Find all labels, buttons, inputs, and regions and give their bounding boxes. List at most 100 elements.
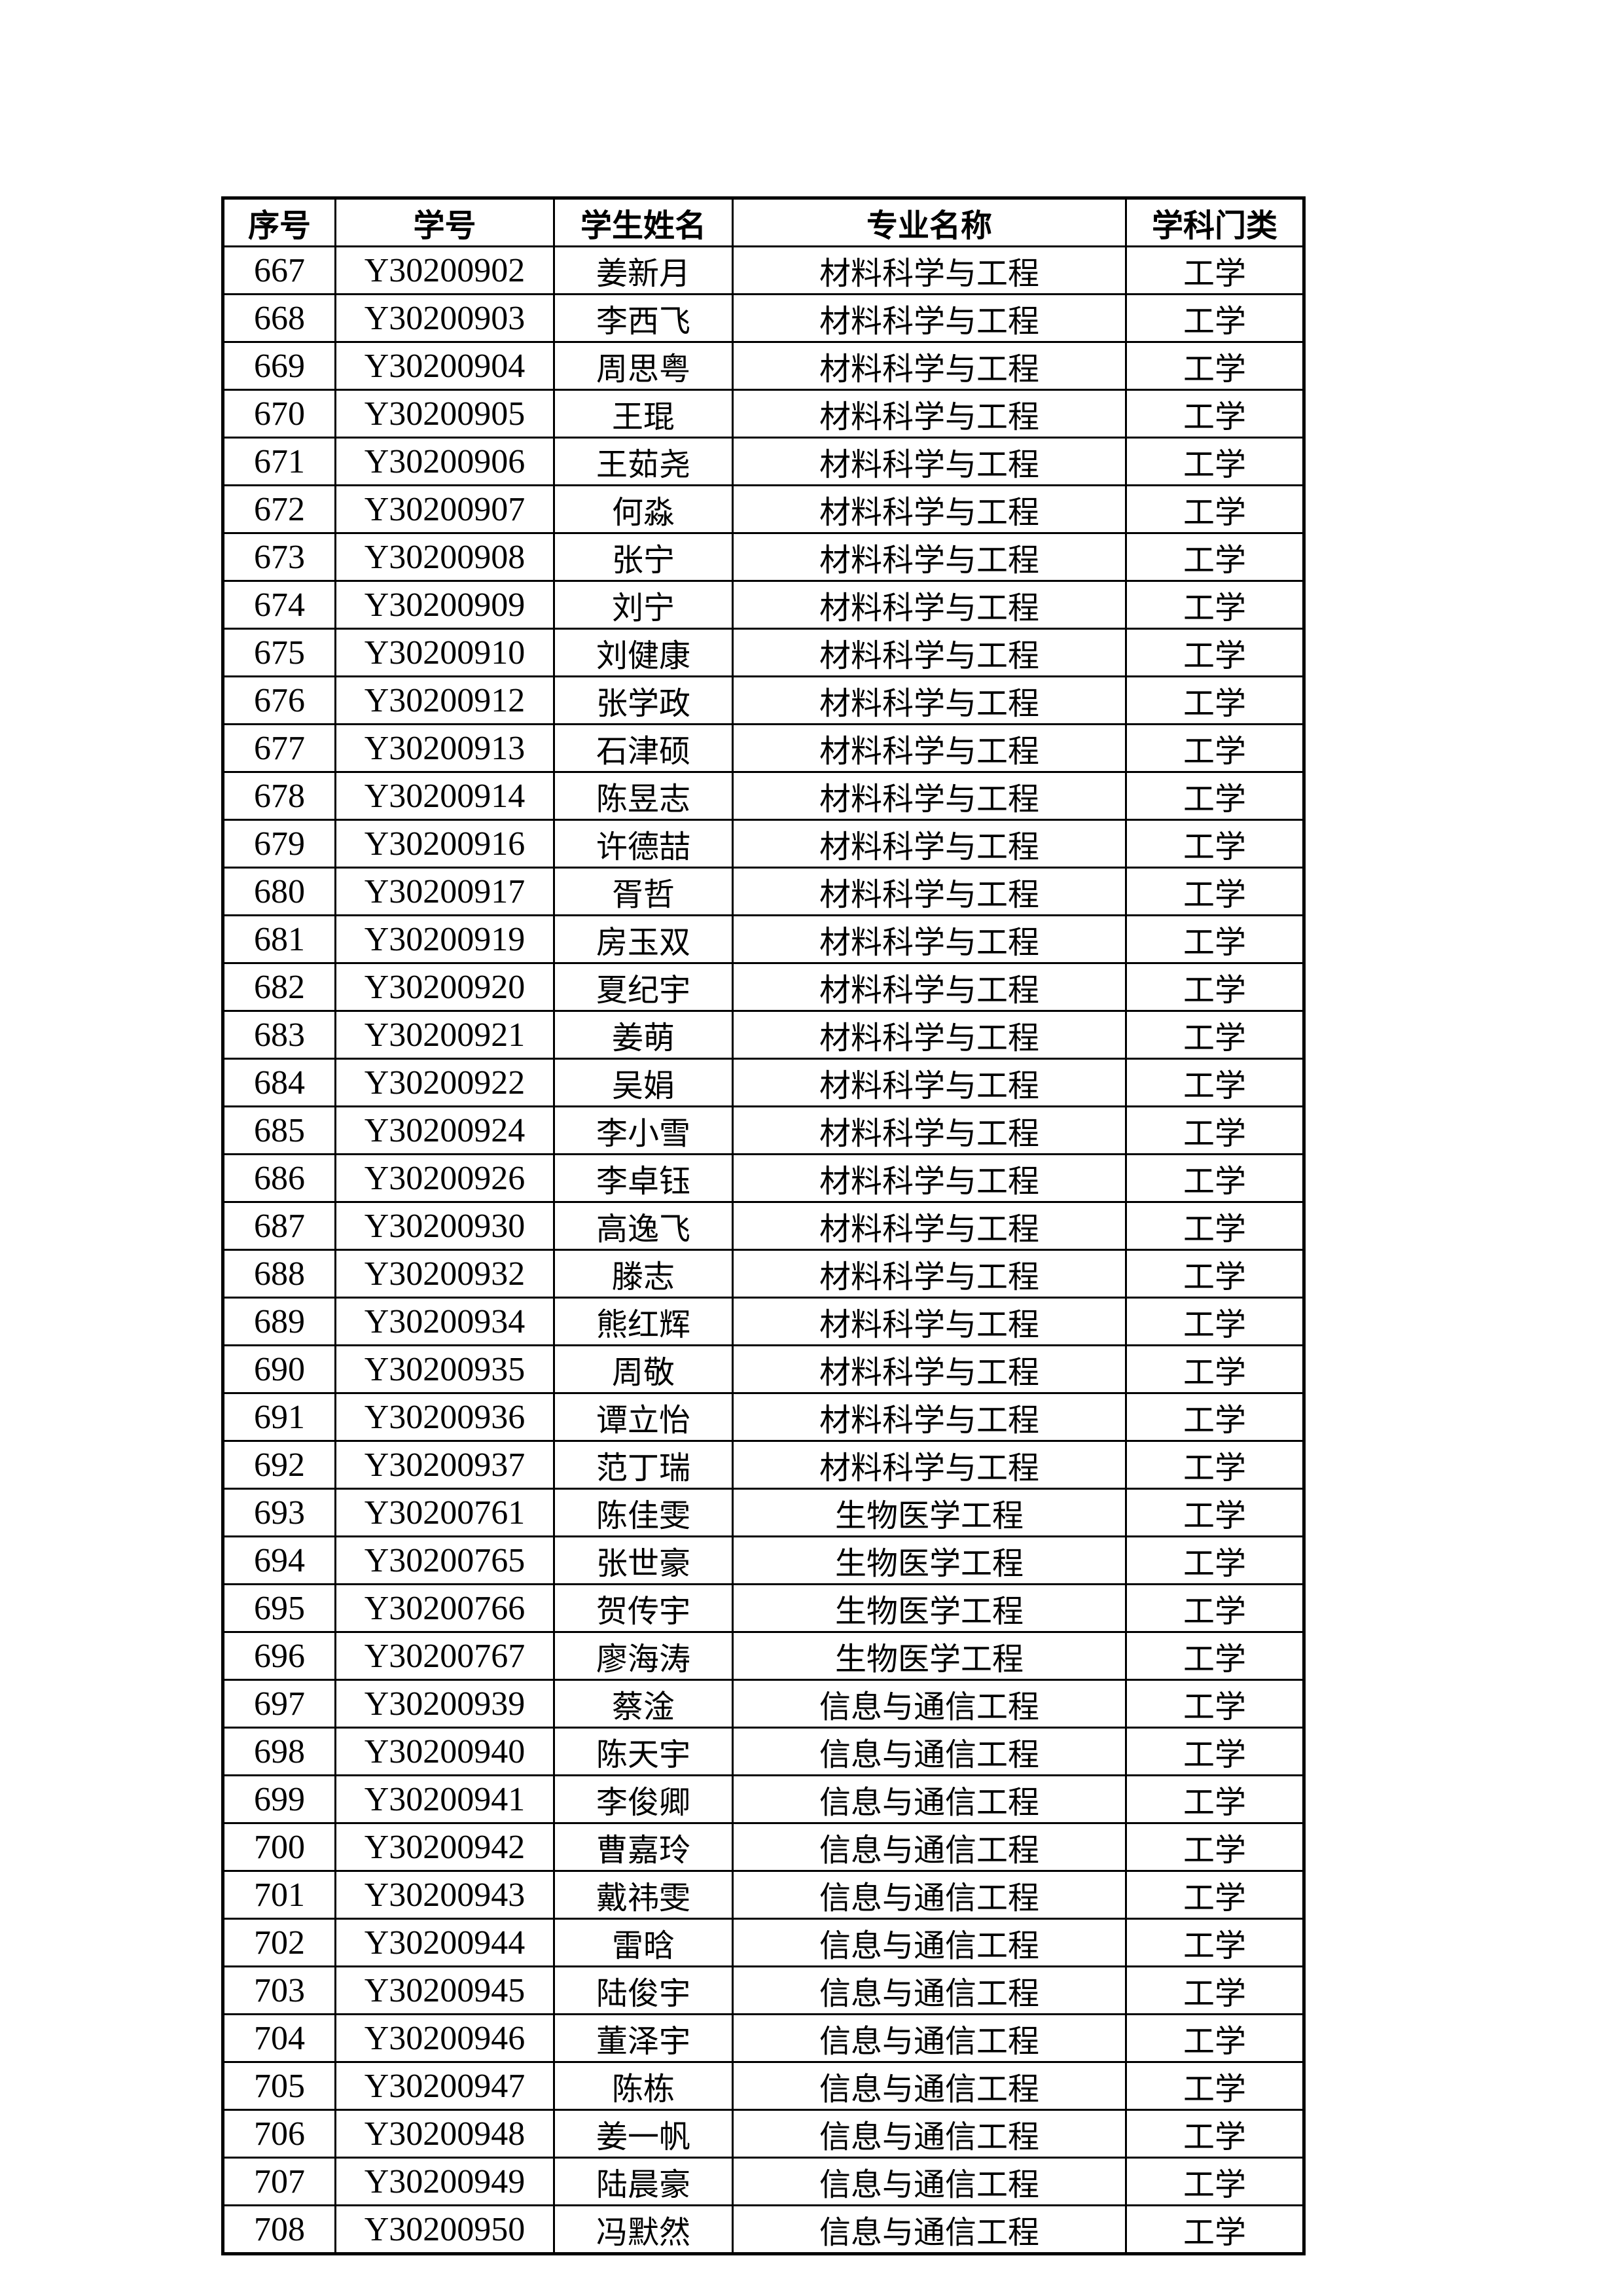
cell-student-name: 李西飞 [553, 293, 734, 343]
table-row: 679 Y30200916 许德喆 材料科学与工程 工学 [222, 819, 1305, 869]
cell-major-name: 材料科学与工程 [732, 580, 1127, 630]
cell-seq: 700 [222, 1822, 336, 1872]
cell-seq: 669 [222, 341, 336, 391]
cell-seq: 688 [222, 1249, 336, 1299]
cell-seq: 667 [222, 245, 336, 295]
cell-discipline-category: 工学 [1125, 2013, 1305, 2063]
table-row: 668 Y30200903 李西飞 材料科学与工程 工学 [222, 293, 1305, 343]
cell-major-name: 信息与通信工程 [732, 2157, 1127, 2206]
cell-student-name: 陈天宇 [553, 1727, 734, 1776]
table-row: 699 Y30200941 李俊卿 信息与通信工程 工学 [222, 1774, 1305, 1824]
cell-student-id: Y30200947 [334, 2061, 555, 2111]
cell-major-name: 材料科学与工程 [732, 819, 1127, 869]
cell-student-name: 范丁瑞 [553, 1440, 734, 1490]
cell-seq: 676 [222, 675, 336, 725]
cell-discipline-category: 工学 [1125, 1440, 1305, 1490]
table-row: 691 Y30200936 谭立怡 材料科学与工程 工学 [222, 1392, 1305, 1442]
cell-student-name: 许德喆 [553, 819, 734, 869]
cell-student-id: Y30200905 [334, 389, 555, 439]
cell-major-name: 信息与通信工程 [732, 1727, 1127, 1776]
cell-student-name: 刘宁 [553, 580, 734, 630]
cell-discipline-category: 工学 [1125, 437, 1305, 486]
cell-major-name: 材料科学与工程 [732, 532, 1127, 582]
cell-student-id: Y30200902 [334, 245, 555, 295]
cell-seq: 707 [222, 2157, 336, 2206]
cell-student-name: 曹嘉玲 [553, 1822, 734, 1872]
cell-seq: 677 [222, 723, 336, 773]
cell-seq: 683 [222, 1010, 336, 1060]
cell-student-name: 张宁 [553, 532, 734, 582]
cell-major-name: 材料科学与工程 [732, 1153, 1127, 1203]
cell-major-name: 信息与通信工程 [732, 2013, 1127, 2063]
cell-student-name: 李俊卿 [553, 1774, 734, 1824]
cell-seq: 699 [222, 1774, 336, 1824]
cell-student-id: Y30200946 [334, 2013, 555, 2063]
table-row: 705 Y30200947 陈栋 信息与通信工程 工学 [222, 2061, 1305, 2111]
table-row: 706 Y30200948 姜一帆 信息与通信工程 工学 [222, 2109, 1305, 2159]
column-header-seq: 序号 [222, 197, 336, 247]
column-header-student-name: 学生姓名 [553, 197, 734, 247]
cell-discipline-category: 工学 [1125, 1631, 1305, 1681]
cell-major-name: 材料科学与工程 [732, 484, 1127, 534]
cell-discipline-category: 工学 [1125, 580, 1305, 630]
cell-student-name: 冯默然 [553, 2204, 734, 2255]
column-header-student-id: 学号 [334, 197, 555, 247]
table-row: 670 Y30200905 王琨 材料科学与工程 工学 [222, 389, 1305, 439]
cell-student-id: Y30200921 [334, 1010, 555, 1060]
cell-student-name: 蔡淦 [553, 1679, 734, 1729]
cell-major-name: 信息与通信工程 [732, 1870, 1127, 1920]
cell-seq: 671 [222, 437, 336, 486]
cell-major-name: 材料科学与工程 [732, 245, 1127, 295]
cell-student-id: Y30200767 [334, 1631, 555, 1681]
cell-student-name: 高逸飞 [553, 1201, 734, 1251]
cell-discipline-category: 工学 [1125, 723, 1305, 773]
cell-student-id: Y30200935 [334, 1344, 555, 1394]
cell-student-name: 陈昱志 [553, 771, 734, 821]
cell-seq: 685 [222, 1105, 336, 1155]
cell-discipline-category: 工学 [1125, 484, 1305, 534]
cell-seq: 691 [222, 1392, 336, 1442]
cell-discipline-category: 工学 [1125, 1918, 1305, 1967]
cell-seq: 698 [222, 1727, 336, 1776]
cell-student-name: 吴娟 [553, 1058, 734, 1107]
header-row: 序号 学号 学生姓名 专业名称 学科门类 [222, 197, 1305, 247]
table-row: 667 Y30200902 姜新月 材料科学与工程 工学 [222, 245, 1305, 295]
table-row: 682 Y30200920 夏纪宇 材料科学与工程 工学 [222, 962, 1305, 1012]
cell-student-id: Y30200939 [334, 1679, 555, 1729]
cell-student-name: 胥哲 [553, 867, 734, 916]
cell-student-id: Y30200904 [334, 341, 555, 391]
cell-student-id: Y30200766 [334, 1583, 555, 1633]
cell-seq: 674 [222, 580, 336, 630]
cell-student-name: 刘健康 [553, 628, 734, 677]
cell-major-name: 信息与通信工程 [732, 1965, 1127, 2015]
cell-student-name: 戴祎雯 [553, 1870, 734, 1920]
table-row: 672 Y30200907 何淼 材料科学与工程 工学 [222, 484, 1305, 534]
cell-discipline-category: 工学 [1125, 628, 1305, 677]
cell-discipline-category: 工学 [1125, 819, 1305, 869]
table-row: 677 Y30200913 石津硕 材料科学与工程 工学 [222, 723, 1305, 773]
table-row: 695 Y30200766 贺传宇 生物医学工程 工学 [222, 1583, 1305, 1633]
table-row: 674 Y30200909 刘宁 材料科学与工程 工学 [222, 580, 1305, 630]
cell-discipline-category: 工学 [1125, 1535, 1305, 1585]
cell-student-id: Y30200909 [334, 580, 555, 630]
cell-student-name: 姜一帆 [553, 2109, 734, 2159]
table-row: 678 Y30200914 陈昱志 材料科学与工程 工学 [222, 771, 1305, 821]
cell-discipline-category: 工学 [1125, 2061, 1305, 2111]
cell-discipline-category: 工学 [1125, 1727, 1305, 1776]
cell-seq: 690 [222, 1344, 336, 1394]
cell-major-name: 信息与通信工程 [732, 1822, 1127, 1872]
cell-discipline-category: 工学 [1125, 2204, 1305, 2255]
cell-seq: 703 [222, 1965, 336, 2015]
cell-student-name: 张学政 [553, 675, 734, 725]
cell-discipline-category: 工学 [1125, 1058, 1305, 1107]
table-header: 序号 学号 学生姓名 专业名称 学科门类 [222, 197, 1305, 247]
table-row: 685 Y30200924 李小雪 材料科学与工程 工学 [222, 1105, 1305, 1155]
table-row: 701 Y30200943 戴祎雯 信息与通信工程 工学 [222, 1870, 1305, 1920]
cell-student-id: Y30200932 [334, 1249, 555, 1299]
cell-student-id: Y30200903 [334, 293, 555, 343]
cell-seq: 679 [222, 819, 336, 869]
table-row: 696 Y30200767 廖海涛 生物医学工程 工学 [222, 1631, 1305, 1681]
cell-major-name: 材料科学与工程 [732, 1440, 1127, 1490]
cell-seq: 687 [222, 1201, 336, 1251]
cell-student-name: 张世豪 [553, 1535, 734, 1585]
